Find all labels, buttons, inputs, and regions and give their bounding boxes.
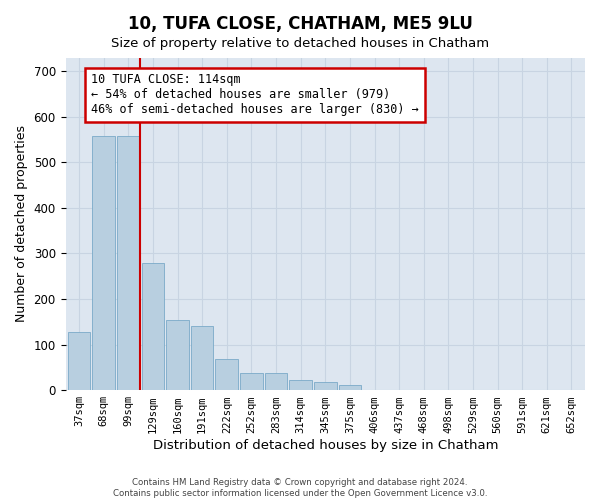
Bar <box>117 136 140 390</box>
Y-axis label: Number of detached properties: Number of detached properties <box>15 126 28 322</box>
Text: Contains HM Land Registry data © Crown copyright and database right 2024.
Contai: Contains HM Land Registry data © Crown c… <box>113 478 487 498</box>
Text: 10 TUFA CLOSE: 114sqm
← 54% of detached houses are smaller (979)
46% of semi-det: 10 TUFA CLOSE: 114sqm ← 54% of detached … <box>91 74 419 116</box>
Bar <box>92 136 115 390</box>
Text: Size of property relative to detached houses in Chatham: Size of property relative to detached ho… <box>111 38 489 51</box>
Bar <box>68 332 91 390</box>
Bar <box>191 326 214 390</box>
Bar <box>265 373 287 390</box>
Bar <box>142 262 164 390</box>
Text: 10, TUFA CLOSE, CHATHAM, ME5 9LU: 10, TUFA CLOSE, CHATHAM, ME5 9LU <box>128 15 472 33</box>
Bar <box>215 359 238 390</box>
X-axis label: Distribution of detached houses by size in Chatham: Distribution of detached houses by size … <box>152 440 498 452</box>
Bar <box>166 320 189 390</box>
Bar <box>289 380 312 390</box>
Bar <box>314 382 337 390</box>
Bar <box>240 373 263 390</box>
Bar <box>338 384 361 390</box>
